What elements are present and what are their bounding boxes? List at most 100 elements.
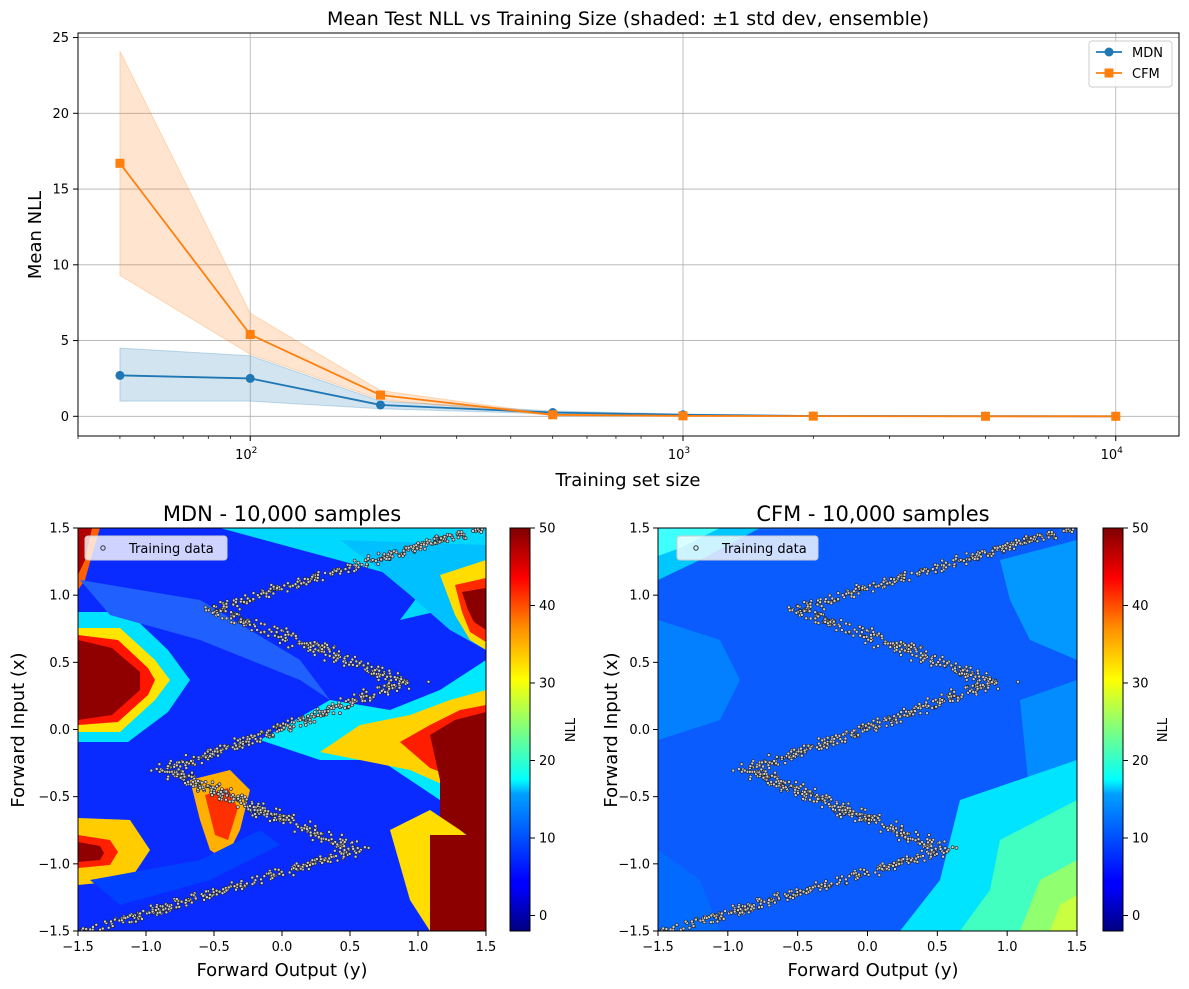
cfm-point xyxy=(980,411,990,421)
training-point xyxy=(338,711,342,716)
training-point xyxy=(874,728,879,733)
training-point xyxy=(823,620,828,624)
training-point xyxy=(262,874,267,879)
training-point xyxy=(387,681,391,686)
training-point xyxy=(875,716,880,721)
training-point xyxy=(892,860,896,865)
training-point xyxy=(902,576,907,580)
training-point xyxy=(331,711,336,716)
training-point xyxy=(898,714,902,719)
training-point xyxy=(255,593,260,598)
training-point xyxy=(766,753,771,757)
training-point xyxy=(949,687,954,692)
training-point xyxy=(209,787,214,792)
training-point xyxy=(899,653,903,657)
training-point xyxy=(856,733,861,737)
training-point xyxy=(773,770,777,775)
training-point xyxy=(327,830,331,834)
training-point xyxy=(285,589,290,594)
training-point xyxy=(894,641,899,645)
training-point xyxy=(787,889,792,894)
y-tick-label: −0.5 xyxy=(618,790,650,805)
training-point xyxy=(831,742,836,747)
training-point xyxy=(471,529,475,533)
training-point xyxy=(964,678,969,682)
training-point xyxy=(880,861,885,866)
training-point xyxy=(251,805,256,809)
training-point xyxy=(261,801,266,806)
training-point xyxy=(231,602,236,607)
training-point xyxy=(721,917,726,921)
training-point xyxy=(938,701,942,705)
training-point xyxy=(304,641,309,646)
training-point xyxy=(804,616,809,621)
training-point xyxy=(179,899,184,904)
training-point xyxy=(346,697,351,702)
training-point xyxy=(834,733,838,738)
training-point xyxy=(81,926,85,931)
training-point xyxy=(878,829,883,834)
training-point xyxy=(259,621,263,626)
training-point xyxy=(329,855,334,859)
training-point xyxy=(822,607,826,612)
training-point xyxy=(479,530,484,534)
training-point xyxy=(838,737,843,741)
training-point xyxy=(217,782,222,787)
training-point xyxy=(342,663,347,668)
training-point xyxy=(306,577,310,582)
training-point xyxy=(182,774,187,779)
training-point xyxy=(234,887,238,892)
x-tick-label: 1.0 xyxy=(997,940,1018,955)
training-point xyxy=(925,837,930,842)
training-point xyxy=(914,649,919,654)
training-point xyxy=(795,604,800,609)
training-point xyxy=(279,727,284,732)
x-tick-label: 0.5 xyxy=(340,940,361,955)
training-point xyxy=(794,611,799,615)
training-point xyxy=(382,683,387,688)
training-point xyxy=(852,589,856,594)
training-point xyxy=(986,685,991,690)
training-point xyxy=(218,609,223,613)
mdn-legend: Training data xyxy=(84,535,228,561)
training-point xyxy=(871,581,876,586)
training-point xyxy=(120,918,124,923)
training-point xyxy=(425,540,430,545)
training-point xyxy=(231,793,235,797)
training-point xyxy=(869,639,873,643)
training-point xyxy=(897,838,901,842)
training-point xyxy=(740,910,745,915)
training-point xyxy=(862,872,867,876)
training-point xyxy=(273,867,278,872)
training-point xyxy=(320,578,325,583)
training-point xyxy=(906,836,910,841)
training-point xyxy=(921,704,926,708)
training-point xyxy=(899,640,903,644)
training-point xyxy=(811,885,815,890)
training-point xyxy=(248,622,252,627)
training-point xyxy=(416,541,421,546)
cfm-heatmap-panel: CFM - 10,000 samples −1.5 −1.0 −0.5 0.0 0.5 1… xyxy=(601,502,1171,981)
y-tick-label: 0.0 xyxy=(49,723,70,738)
training-point xyxy=(281,817,286,822)
training-point xyxy=(802,748,807,753)
training-point xyxy=(757,763,762,768)
training-point xyxy=(262,622,267,627)
training-point xyxy=(894,863,899,867)
training-point xyxy=(241,735,246,740)
training-point xyxy=(150,909,155,914)
training-point xyxy=(910,837,915,842)
training-point xyxy=(815,797,820,801)
training-point xyxy=(296,584,301,589)
training-point xyxy=(476,528,480,531)
training-point xyxy=(934,704,938,709)
mdn-axis-ticks: −1.5 −1.0 −0.5 0.0 0.5 1.0 1.5 −1.5 −1.0 −0.5 0.0 0… xyxy=(38,522,496,956)
training-point xyxy=(835,741,840,746)
training-point xyxy=(313,824,318,828)
training-point xyxy=(309,712,314,717)
training-point xyxy=(748,764,753,769)
chart-title: Mean Test NLL vs Training Size (shaded: … xyxy=(327,8,929,30)
training-point xyxy=(890,723,894,727)
training-point xyxy=(342,844,347,849)
training-point xyxy=(863,641,868,645)
